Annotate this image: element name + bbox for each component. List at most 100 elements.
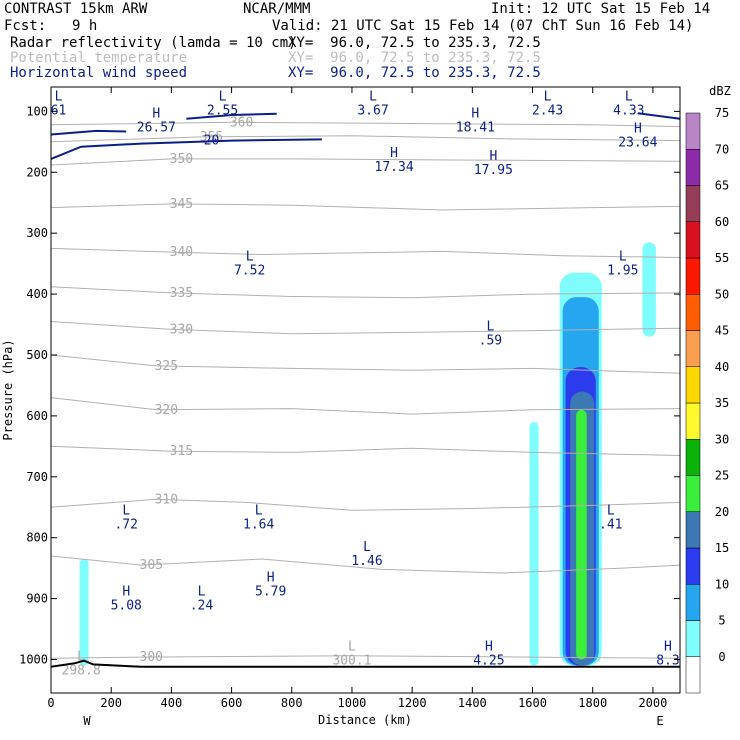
y-tick-label-100: 100 [26,104,48,118]
colorbar-label-15: 15 [715,541,729,555]
x-tick-label-2000: 2000 [638,696,667,710]
theta-contour-335 [50,286,681,299]
extremum-kind-21: H [485,639,493,654]
reflectivity-cell-2 [642,242,656,337]
field-theta-xy: XY= 96.0, 72.5 to 235.3, 72.5 [288,50,541,66]
extremum-kind-23: L [77,650,85,665]
extremum-value-12: .59 [479,334,502,349]
y-tick-label-400: 400 [26,287,48,301]
extremum-value-16: .41 [599,518,622,533]
extremum-value-11: 1.95 [607,264,638,279]
colorbar-label-0: 0 [718,650,725,664]
x-axis-title: Distance (km) [318,713,412,727]
field-wind-name: Horizontal wind speed [10,65,188,81]
extremum-kind-9: H [489,149,497,164]
extremum-value-4: 18.41 [456,120,495,135]
wind-contour-3 [637,112,681,120]
y-tick-label-800: 800 [26,531,48,545]
theta-contour-360 [50,121,681,128]
theta-label-305: 305 [140,558,163,573]
colorbar-label-30: 30 [715,432,729,446]
reflectivity-cell-0 [529,421,539,666]
extremum-kind-16: L [607,504,615,519]
colorbar-label-55: 55 [715,251,729,265]
reflectivity-cell-1 [79,559,89,666]
extremum-kind-11: L [619,250,627,265]
extremum-value-23: 298.8 [62,664,101,679]
theta-contour-340 [50,247,681,258]
wind-contour-0 [50,138,322,160]
extremum-value-22: 8.3 [656,653,679,668]
extremum-kind-6: L [625,89,633,104]
extremum-kind-2: L [219,89,227,104]
colorbar-swatch-25 [685,475,701,512]
extremum-kind-14: L [255,504,263,519]
extremum-kind-5: L [544,89,552,104]
colorbar-label-70: 70 [715,142,729,156]
colorbar-label-20: 20 [715,505,729,519]
wind-contour-1 [50,129,127,136]
y-tick-label-700: 700 [26,470,48,484]
extremum-value-13: .72 [114,518,137,533]
colorbar-label-75: 75 [715,106,729,120]
colorbar-label-60: 60 [715,215,729,229]
extremum-value-20: 300.1 [332,653,371,668]
theta-contour-350 [50,158,681,166]
field-wind-xy: XY= 96.0, 72.5 to 235.3, 72.5 [288,65,541,81]
reflectivity-cell-7 [576,409,587,660]
extremum-value-19: 5.79 [255,585,286,600]
extremum-kind-1: H [152,106,160,121]
valid-time: Valid: 21 UTC Sat 15 Feb 14 (07 ChT Sun … [272,18,694,34]
colorbar-label-25: 25 [715,469,729,483]
colorbar-swatch-65 [685,185,701,222]
colorbar-swatch-40 [685,366,701,404]
colorbar-swatch-35 [685,402,701,440]
colorbar-swatch-30 [685,439,701,476]
extremum-kind-22: H [664,639,672,654]
extremum-kind-12: L [486,320,494,335]
theta-label-340: 340 [170,245,193,260]
colorbar-label-35: 35 [715,396,729,410]
wind-contour-layer: 20 [50,112,681,160]
theta-contour-315 [50,445,681,456]
y-axis-title: Pressure (hPa) [1,339,15,440]
theta-contour-325 [50,354,681,374]
extremum-value-18: .24 [190,599,214,614]
colorbar-swatch-5 [685,620,701,657]
x-tick-label-0: 0 [47,696,54,710]
theta-label-325: 325 [155,359,178,374]
plot-frame [50,86,681,694]
y-tick-label-300: 300 [26,226,48,240]
extremum-value-21: 4.25 [473,653,504,668]
y-tick-label-200: 200 [26,165,48,179]
x-tick-label-200: 200 [100,696,122,710]
theta-contour-345 [50,203,681,211]
extremum-value-7: 23.64 [618,136,657,151]
extremum-value-9: 17.95 [474,163,513,178]
theta-contour-330 [50,321,681,335]
wind-label-0: 20 [204,134,220,149]
theta-contour-320 [50,397,681,415]
colorbar-label-50: 50 [715,287,729,301]
colorbar-label-40: 40 [715,360,729,374]
theta-label-350: 350 [170,152,193,167]
y-tick-label-500: 500 [26,348,48,362]
extremum-kind-3: L [369,89,377,104]
terrain-line [50,659,680,668]
field-reflectivity-xy: XY= 96.0, 72.5 to 235.3, 72.5 [288,35,541,51]
colorbar-swatch-10 [685,584,701,621]
theta-label-315: 315 [170,444,193,459]
extremum-value-15: 1.46 [351,554,382,569]
colorbar-label-65: 65 [715,179,729,193]
x-tick-label-400: 400 [161,696,183,710]
reflectivity-layer [79,242,656,666]
west-label: W [83,714,91,728]
extremum-value-3: 3.67 [357,103,388,118]
colorbar-swatch-0 [685,656,701,694]
x-tick-label-1200: 1200 [398,696,427,710]
extremum-value-17: 5.08 [111,599,142,614]
colorbar-unit: dBZ [709,84,731,98]
